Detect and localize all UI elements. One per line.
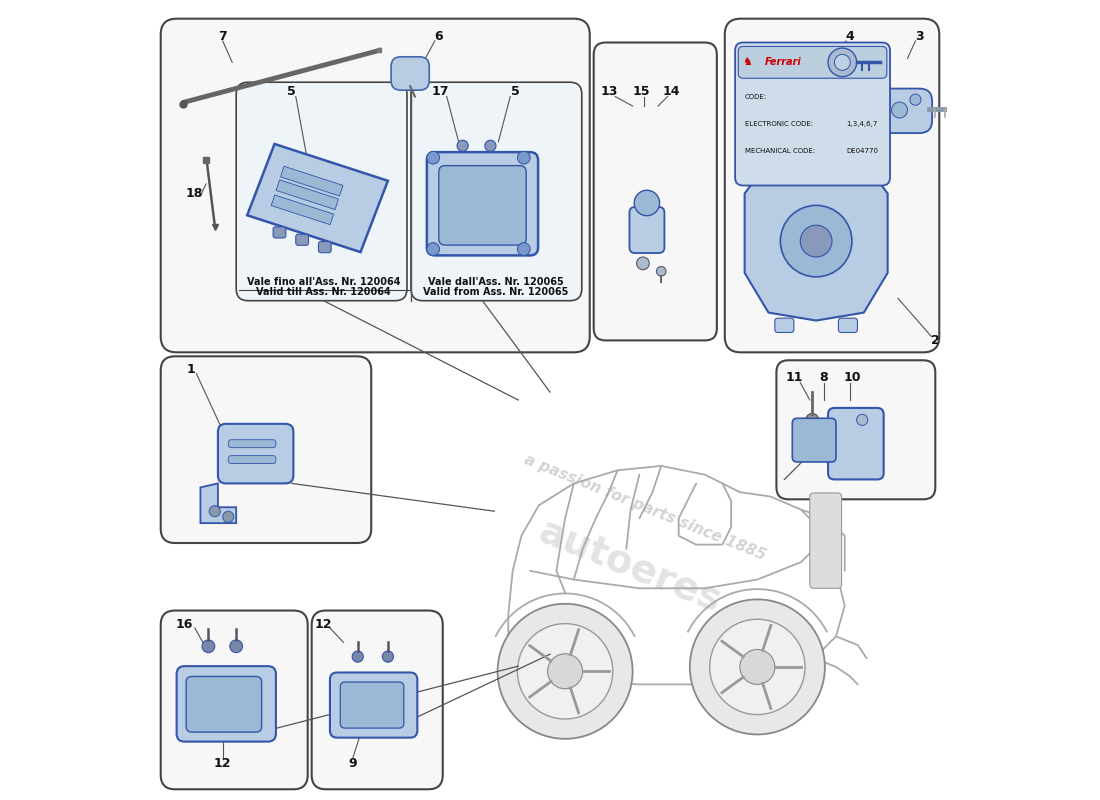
Text: 5: 5 bbox=[287, 86, 296, 98]
FancyBboxPatch shape bbox=[340, 682, 404, 728]
Circle shape bbox=[690, 599, 825, 734]
FancyBboxPatch shape bbox=[735, 42, 890, 186]
FancyBboxPatch shape bbox=[186, 677, 262, 732]
Polygon shape bbox=[745, 162, 888, 321]
Text: 6: 6 bbox=[434, 30, 443, 42]
Circle shape bbox=[202, 640, 215, 653]
Circle shape bbox=[517, 242, 530, 255]
Text: CODE:: CODE: bbox=[745, 94, 767, 99]
FancyBboxPatch shape bbox=[273, 227, 286, 238]
Text: 10: 10 bbox=[843, 371, 860, 384]
Text: 17: 17 bbox=[431, 86, 449, 98]
FancyBboxPatch shape bbox=[838, 318, 858, 333]
Circle shape bbox=[657, 266, 665, 276]
Circle shape bbox=[427, 242, 440, 255]
Text: ♞: ♞ bbox=[742, 58, 752, 67]
Polygon shape bbox=[272, 195, 333, 225]
Circle shape bbox=[806, 414, 818, 426]
Circle shape bbox=[485, 140, 496, 151]
Text: 15: 15 bbox=[632, 86, 650, 98]
Circle shape bbox=[892, 102, 907, 118]
FancyBboxPatch shape bbox=[738, 46, 887, 78]
Text: Vale dall'Ass. Nr. 120065: Vale dall'Ass. Nr. 120065 bbox=[428, 277, 564, 287]
Circle shape bbox=[740, 650, 774, 685]
FancyBboxPatch shape bbox=[318, 242, 331, 253]
Text: 9: 9 bbox=[349, 758, 358, 770]
Text: 11: 11 bbox=[785, 371, 803, 384]
Circle shape bbox=[548, 654, 583, 689]
Text: 2: 2 bbox=[931, 334, 939, 347]
Text: 7: 7 bbox=[218, 30, 227, 42]
Text: Valid from Ass. Nr. 120065: Valid from Ass. Nr. 120065 bbox=[424, 287, 569, 297]
Text: Ferrari: Ferrari bbox=[764, 58, 801, 67]
Text: 1,3,4,6,7: 1,3,4,6,7 bbox=[846, 121, 878, 126]
Text: 3: 3 bbox=[915, 30, 924, 42]
Text: 8: 8 bbox=[820, 371, 827, 384]
Polygon shape bbox=[248, 144, 388, 252]
FancyBboxPatch shape bbox=[411, 82, 582, 301]
Circle shape bbox=[910, 94, 921, 106]
FancyBboxPatch shape bbox=[878, 89, 932, 133]
Text: 14: 14 bbox=[663, 86, 680, 98]
FancyBboxPatch shape bbox=[777, 360, 935, 499]
Circle shape bbox=[710, 619, 805, 714]
Text: Valid till Ass. Nr. 120064: Valid till Ass. Nr. 120064 bbox=[256, 287, 390, 297]
Text: DE04770: DE04770 bbox=[846, 147, 878, 154]
FancyBboxPatch shape bbox=[725, 18, 939, 352]
Text: MECHANICAL CODE:: MECHANICAL CODE: bbox=[745, 147, 815, 154]
FancyBboxPatch shape bbox=[330, 673, 417, 738]
FancyBboxPatch shape bbox=[427, 152, 538, 255]
Circle shape bbox=[835, 54, 850, 70]
Circle shape bbox=[780, 206, 851, 277]
FancyBboxPatch shape bbox=[392, 57, 429, 90]
FancyBboxPatch shape bbox=[236, 82, 407, 301]
Circle shape bbox=[857, 414, 868, 426]
Circle shape bbox=[209, 506, 220, 517]
Text: 12: 12 bbox=[315, 618, 332, 630]
Circle shape bbox=[497, 604, 632, 739]
FancyBboxPatch shape bbox=[810, 493, 842, 588]
FancyBboxPatch shape bbox=[594, 42, 717, 341]
Circle shape bbox=[517, 624, 613, 719]
FancyBboxPatch shape bbox=[218, 424, 294, 483]
Polygon shape bbox=[280, 166, 343, 196]
FancyBboxPatch shape bbox=[229, 440, 276, 448]
FancyBboxPatch shape bbox=[296, 234, 308, 246]
Text: 12: 12 bbox=[213, 758, 231, 770]
Circle shape bbox=[383, 651, 394, 662]
FancyBboxPatch shape bbox=[177, 666, 276, 742]
Circle shape bbox=[517, 151, 530, 164]
FancyBboxPatch shape bbox=[161, 610, 308, 790]
Circle shape bbox=[427, 151, 440, 164]
FancyBboxPatch shape bbox=[774, 318, 794, 333]
Circle shape bbox=[801, 226, 832, 257]
FancyBboxPatch shape bbox=[311, 610, 442, 790]
Text: autoeres: autoeres bbox=[532, 513, 726, 621]
Circle shape bbox=[230, 640, 243, 653]
Circle shape bbox=[352, 651, 363, 662]
Text: 1: 1 bbox=[187, 363, 196, 376]
FancyBboxPatch shape bbox=[828, 408, 883, 479]
Text: 18: 18 bbox=[186, 187, 202, 200]
Text: ELECTRONIC CODE:: ELECTRONIC CODE: bbox=[745, 121, 813, 126]
FancyBboxPatch shape bbox=[229, 456, 276, 463]
Circle shape bbox=[222, 511, 234, 522]
FancyBboxPatch shape bbox=[792, 418, 836, 462]
Text: 13: 13 bbox=[601, 86, 618, 98]
Circle shape bbox=[635, 190, 660, 216]
FancyBboxPatch shape bbox=[629, 207, 664, 253]
Circle shape bbox=[637, 257, 649, 270]
FancyBboxPatch shape bbox=[161, 356, 372, 543]
Polygon shape bbox=[200, 483, 236, 523]
Text: 5: 5 bbox=[512, 86, 520, 98]
Text: 4: 4 bbox=[846, 30, 855, 42]
Circle shape bbox=[458, 140, 469, 151]
FancyBboxPatch shape bbox=[439, 166, 526, 245]
Text: a passion for parts since 1885: a passion for parts since 1885 bbox=[522, 452, 768, 562]
Polygon shape bbox=[276, 180, 339, 210]
Text: Vale fino all'Ass. Nr. 120064: Vale fino all'Ass. Nr. 120064 bbox=[246, 277, 400, 287]
FancyBboxPatch shape bbox=[161, 18, 590, 352]
Text: 16: 16 bbox=[176, 618, 194, 630]
Circle shape bbox=[828, 48, 857, 77]
